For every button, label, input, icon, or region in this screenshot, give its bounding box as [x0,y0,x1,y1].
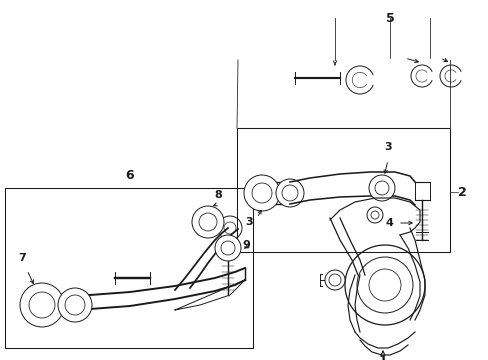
Text: 7: 7 [18,253,26,263]
Circle shape [366,207,382,223]
Circle shape [374,181,388,195]
Circle shape [244,175,280,211]
Circle shape [58,288,92,322]
Text: 6: 6 [125,169,134,182]
Text: 9: 9 [242,240,249,250]
Circle shape [199,213,217,231]
Text: 4: 4 [385,218,392,228]
Circle shape [65,295,85,315]
Circle shape [29,292,55,318]
Circle shape [192,206,224,238]
Circle shape [275,179,304,207]
Text: 3: 3 [384,142,391,152]
Text: 2: 2 [457,185,466,198]
Circle shape [251,183,271,203]
Text: 8: 8 [214,190,222,200]
Text: 3: 3 [245,217,252,227]
Text: 1: 1 [378,354,386,360]
Circle shape [328,274,340,286]
Circle shape [221,241,235,255]
Circle shape [325,270,345,290]
Circle shape [370,211,378,219]
Bar [237,128,449,252]
Bar [5,188,252,348]
Circle shape [368,175,394,201]
Circle shape [282,185,297,201]
Circle shape [215,235,241,261]
Text: 5: 5 [385,12,393,25]
Circle shape [20,283,64,327]
